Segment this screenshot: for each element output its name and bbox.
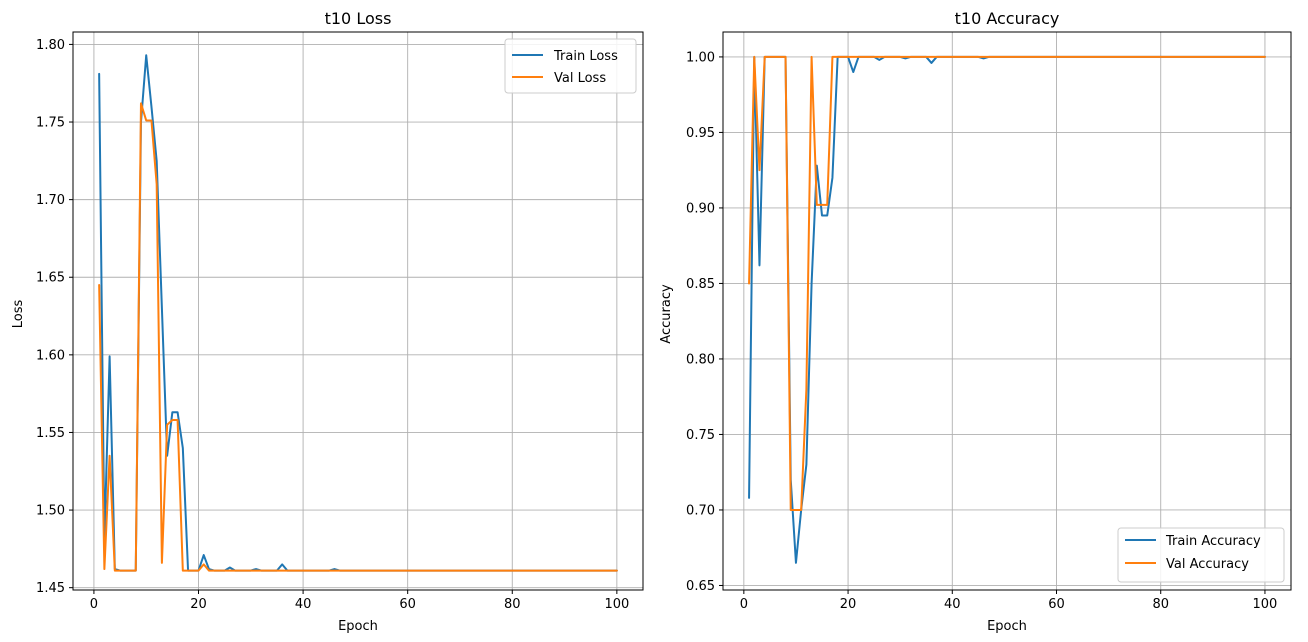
accuracy-y-tick-label: 0.70 [686,503,715,518]
accuracy-legend-box [1117,527,1285,583]
accuracy-y-tick-label: 0.80 [686,352,715,367]
accuracy-x-axis-label: Epoch [987,619,1027,634]
accuracy-ticks: 0 20 40 60 80 100 0.65 0.70 0.75 0.80 0.85 0.90 0.95… [686,50,1277,612]
accuracy-x-tick-label: 80 [1152,597,1169,612]
accuracy-series [748,55,1266,564]
loss-legend-box [504,38,637,94]
accuracy-x-tick-label: 60 [1048,597,1065,612]
accuracy-y-tick-label: 0.75 [686,428,715,443]
accuracy-y-tick-label: 1.00 [686,50,715,65]
accuracy-y-axis-label: Accuracy [659,284,674,344]
loss-y-tick-label: 1.55 [36,426,65,441]
accuracy-x-tick-label: 0 [740,597,748,612]
loss-x-tick-label: 0 [90,597,98,612]
loss-x-tick-label: 60 [399,597,416,612]
accuracy-y-tick-label: 0.90 [686,201,715,216]
legend-label-train-loss: Train Loss [553,49,618,64]
loss-grid [73,32,643,590]
loss-chart-title: t10 Loss [325,9,392,28]
loss-series [98,54,618,572]
loss-y-tick-label: 1.80 [36,38,65,53]
loss-chart: t10 Loss Epoch Loss 0 20 40 60 80 100 1.45 1.50… [11,9,644,634]
legend-label-val-accuracy: Val Accuracy [1166,557,1249,572]
loss-plot-frame [72,31,644,591]
series-line-val-accuracy [748,55,1266,511]
loss-legend: Train Loss Val Loss [504,38,637,94]
accuracy-x-tick-label: 100 [1253,597,1278,612]
accuracy-legend: Train Accuracy Val Accuracy [1117,527,1285,583]
accuracy-y-tick-label: 0.65 [686,579,715,594]
accuracy-x-tick-label: 40 [944,597,961,612]
loss-y-tick-label: 1.50 [36,504,65,519]
loss-y-axis-label: Loss [11,300,26,329]
legend-label-val-loss: Val Loss [554,71,606,86]
loss-x-tick-label: 40 [295,597,312,612]
accuracy-plot-frame [722,31,1292,591]
loss-ticks: 0 20 40 60 80 100 1.45 1.50 1.55 1.60 1.65 1.70 1.75… [36,38,629,612]
series-line-val-loss [98,102,618,572]
loss-y-tick-label: 1.60 [36,348,65,363]
loss-x-tick-label: 80 [504,597,521,612]
loss-x-axis-label: Epoch [338,619,378,634]
loss-x-tick-label: 20 [190,597,207,612]
loss-y-tick-label: 1.65 [36,271,65,286]
loss-y-tick-label: 1.45 [36,581,65,596]
accuracy-y-tick-label: 0.95 [686,126,715,141]
loss-y-tick-label: 1.70 [36,193,65,208]
accuracy-chart-title: t10 Accuracy [955,9,1060,28]
accuracy-chart: t10 Accuracy Epoch Accuracy 0 20 40 60 80 100… [659,9,1292,634]
loss-x-tick-label: 100 [604,597,629,612]
accuracy-grid [723,32,1291,590]
loss-y-tick-label: 1.75 [36,116,65,131]
legend-label-train-accuracy: Train Accuracy [1165,534,1261,549]
accuracy-x-tick-label: 20 [840,597,857,612]
accuracy-y-tick-label: 0.85 [686,277,715,292]
